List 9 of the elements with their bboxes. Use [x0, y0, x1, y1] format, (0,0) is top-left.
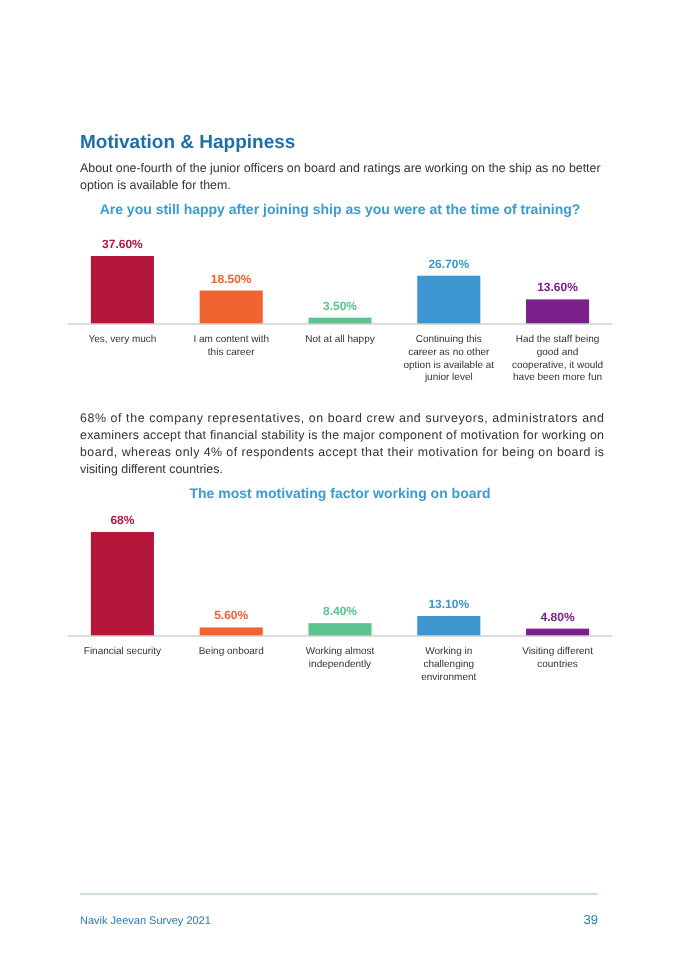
bar	[417, 275, 481, 324]
bar	[308, 623, 372, 636]
bar	[90, 532, 154, 636]
bar	[90, 256, 154, 324]
bar	[199, 627, 263, 636]
bar	[526, 299, 590, 324]
text: Motivation & Happiness	[80, 132, 296, 154]
bar	[199, 290, 263, 324]
bar	[417, 615, 481, 636]
